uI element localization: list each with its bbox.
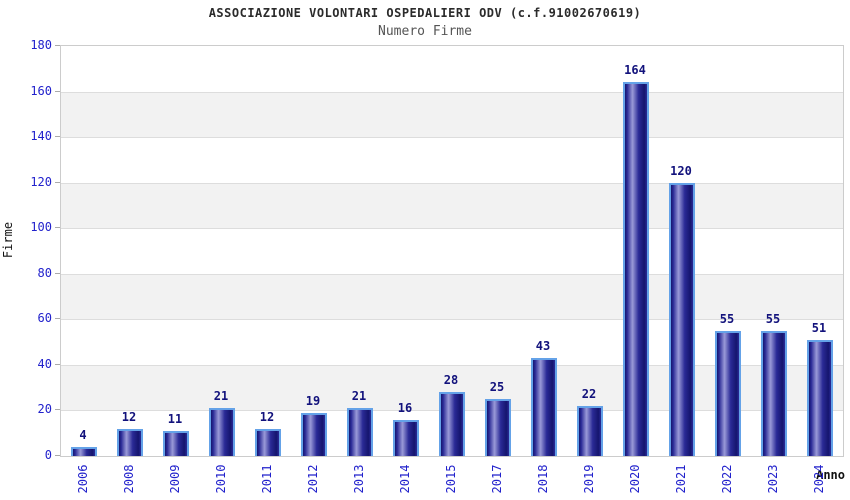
bar [485,399,511,456]
bar [577,405,603,456]
bar [255,428,281,456]
bar [209,408,235,456]
grid-band [61,228,843,274]
grid-line [61,273,843,275]
y-tick-mark [55,455,60,456]
x-tick-label: 2018 [536,464,550,494]
bar-value-label: 22 [581,386,597,401]
grid-line [61,319,843,321]
bar-value-label: 28 [443,373,459,388]
bar-value-label: 120 [670,163,692,178]
y-tick-label: 40 [37,356,52,371]
bar [715,330,741,456]
bar-value-label: 55 [765,311,781,326]
grid-line [61,182,843,184]
bar-value-label: 55 [719,311,735,326]
x-tick-label: 2015 [444,464,458,494]
y-tick-mark [55,181,60,183]
x-tick-label: 2006 [76,464,90,494]
x-tick-label: 2020 [628,464,642,494]
bar [71,446,97,456]
grid-line [61,137,843,139]
x-tick-label: 2009 [168,464,182,494]
bar [163,430,189,456]
bar-value-label: 51 [811,320,827,335]
bar-value-label: 164 [624,63,646,78]
bar-value-label: 4 [79,427,87,442]
bar [807,339,833,456]
x-tick-label: 2014 [398,464,412,494]
bar [393,419,419,456]
bar-value-label: 21 [351,389,367,404]
bar [669,182,695,456]
y-tick-label: 20 [37,402,52,417]
bar-value-label: 16 [397,400,413,415]
x-tick-label: 2022 [720,464,734,494]
bar-value-label: 19 [305,393,321,408]
bar [531,358,557,456]
y-tick-mark [55,318,60,320]
grid-band [61,46,843,92]
x-tick-label: 2011 [260,464,274,494]
x-tick-label: 2023 [766,464,780,494]
bar [623,82,649,456]
x-tick-label: 2024 [812,464,826,494]
bar [439,392,465,456]
bar-value-label: 12 [121,409,137,424]
bar-value-label: 43 [535,339,551,354]
y-tick-label: 140 [30,129,52,144]
y-tick-label: 180 [30,38,52,52]
x-tick-label: 2012 [306,464,320,494]
y-tick-mark [55,136,60,138]
bar-value-label: 12 [259,409,275,424]
bar [761,330,787,456]
y-tick-label: 100 [30,220,52,235]
y-tick-mark [55,45,60,46]
grid-band [61,319,843,365]
y-tick-label: 120 [30,174,52,189]
y-tick-label: 160 [30,83,52,98]
bar-value-label: 21 [213,389,229,404]
grid-band [61,182,843,229]
x-tick-label: 2008 [122,464,136,494]
grid-band [61,273,843,320]
grid-line [61,91,843,93]
x-tick-label: 2010 [214,464,228,494]
bar-value-label: 11 [167,411,183,426]
plot-area [60,45,844,457]
bar [347,408,373,456]
x-tick-label: 2013 [352,464,366,494]
y-tick-mark [55,272,60,274]
y-tick-mark [55,90,60,92]
bar [301,412,327,456]
y-tick-mark [55,227,60,229]
x-tick-label: 2019 [582,464,596,494]
x-axis-title: Anno [816,468,845,482]
y-tick-mark [55,409,60,411]
x-tick-label: 2017 [490,464,504,494]
chart-subtitle: Numero Firme [378,24,472,39]
y-tick-label: 0 [44,448,52,462]
grid-band [61,137,843,183]
grid-line [61,364,843,366]
bar-value-label: 25 [489,380,505,395]
bar [117,428,143,456]
grid-band [61,91,843,138]
chart-title: ASSOCIAZIONE VOLONTARI OSPEDALIERI ODV (… [208,6,642,20]
y-tick-mark [55,363,60,365]
grid-line [61,228,843,230]
x-tick-label: 2021 [674,464,688,494]
y-tick-label: 60 [37,311,52,326]
y-tick-label: 80 [37,265,52,280]
